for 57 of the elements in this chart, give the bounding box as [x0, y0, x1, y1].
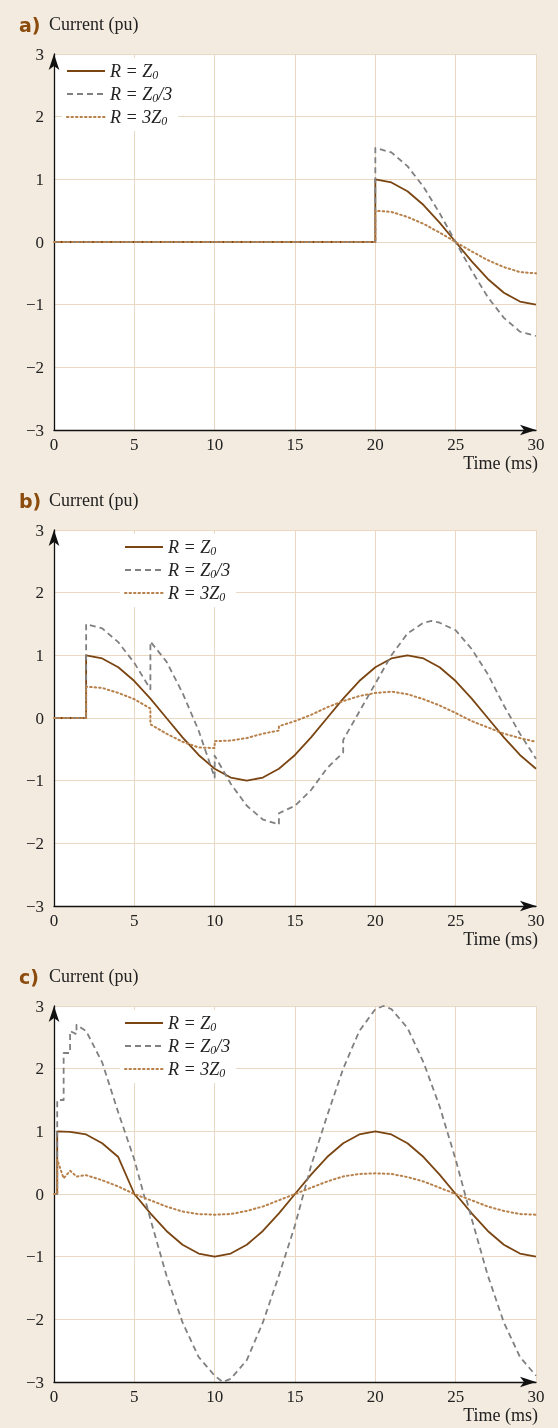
x-tick-label: 5 [130, 435, 139, 454]
x-tick-label: 30 [527, 1387, 545, 1406]
y-tick-label: −1 [25, 295, 44, 315]
x-tick-label: 25 [447, 1387, 465, 1406]
x-tick-label: 30 [527, 435, 545, 454]
y-tick-label: 1 [35, 1121, 44, 1141]
y-tick-label: 3 [35, 44, 44, 64]
x-tick-label: 20 [366, 911, 384, 930]
y-tick-label: 0 [35, 708, 44, 728]
x-axis-title: Time (ms) [463, 453, 539, 474]
x-tick-label: 10 [206, 1387, 224, 1406]
y-tick-label: −3 [25, 1372, 44, 1392]
y-tick-label: 3 [35, 996, 44, 1016]
x-tick-label: 10 [206, 435, 224, 454]
y-tick-label: −2 [25, 833, 44, 853]
y-tick-label: 2 [35, 1059, 44, 1079]
y-tick-label: −1 [25, 771, 44, 791]
line-series [53, 209, 537, 275]
line-series [53, 619, 537, 826]
chart-title: b) [19, 489, 42, 512]
x-tick-label: 30 [527, 911, 545, 930]
x-tick-label: 5 [130, 911, 139, 930]
x-tick-label: 0 [49, 911, 59, 930]
x-tick-label: 25 [447, 911, 465, 930]
x-tick-label: 15 [286, 1387, 304, 1406]
y-tick-label: 3 [35, 520, 44, 540]
y-tick-label: 1 [35, 645, 44, 665]
y-tick-label: 0 [35, 1184, 44, 1204]
y-tick-label: −3 [25, 896, 44, 916]
y-tick-label: 1 [35, 169, 44, 189]
y-tick-label: −3 [25, 420, 44, 440]
line-series [53, 1130, 537, 1258]
x-tick-label: 25 [447, 435, 465, 454]
x-axis-title: Time (ms) [463, 1405, 539, 1426]
y-tick-label: 0 [35, 232, 44, 252]
x-tick-label: 20 [366, 1387, 384, 1406]
y-tick-label: −2 [25, 357, 44, 377]
x-tick-label: 0 [49, 1387, 59, 1406]
y-tick-label: 2 [35, 107, 44, 127]
y-tick-label: 2 [35, 583, 44, 603]
y-axis-title: Current (pu) [49, 966, 139, 987]
x-tick-label: 20 [366, 435, 384, 454]
chart-title: a) [19, 13, 41, 36]
line-series [53, 147, 537, 337]
x-tick-label: 0 [49, 435, 59, 454]
x-tick-label: 15 [286, 435, 304, 454]
y-axis-title: Current (pu) [49, 490, 139, 511]
y-axis-title: Current (pu) [49, 14, 139, 35]
y-tick-label: −2 [25, 1309, 44, 1329]
x-tick-label: 10 [206, 911, 224, 930]
x-axis-title: Time (ms) [463, 929, 539, 950]
chart-title: c) [19, 965, 39, 988]
y-tick-label: −1 [25, 1247, 44, 1267]
x-tick-label: 15 [286, 911, 304, 930]
line-series [53, 1158, 537, 1216]
line-series [53, 685, 537, 750]
x-tick-label: 5 [130, 1387, 139, 1406]
